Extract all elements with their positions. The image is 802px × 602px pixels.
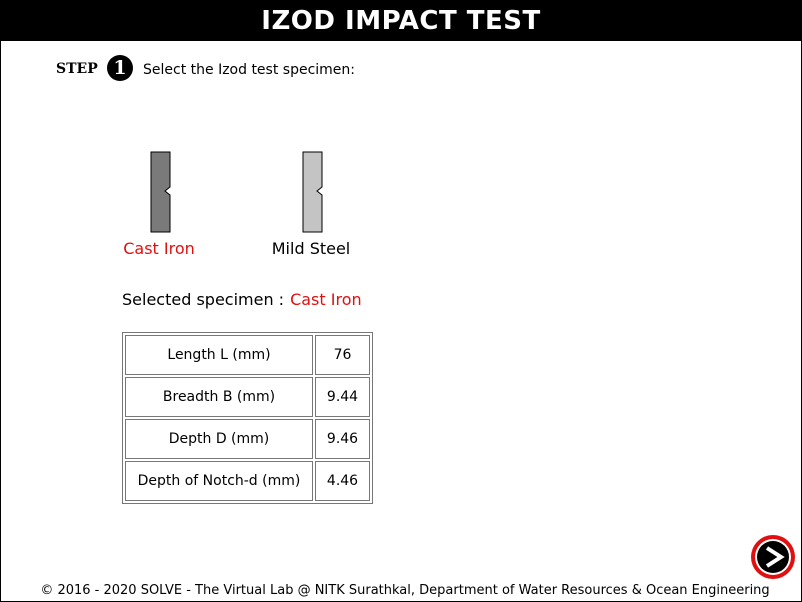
step-instruction: Select the Izod test specimen: xyxy=(143,62,356,78)
table-row: Depth D (mm) 9.46 xyxy=(125,419,370,459)
mild-steel-specimen-icon xyxy=(302,151,323,233)
specimen-label-cast-iron: Cast Iron xyxy=(123,239,195,258)
step-label: STEP xyxy=(56,61,98,77)
dimension-value: 4.46 xyxy=(315,461,370,501)
specimen-mild-steel[interactable]: Mild Steel xyxy=(256,151,366,263)
dimensions-table: Length L (mm) 76 Breadth B (mm) 9.44 Dep… xyxy=(122,332,373,504)
dimension-value: 9.46 xyxy=(315,419,370,459)
dimension-value: 9.44 xyxy=(315,377,370,417)
page-title: IZOD IMPACT TEST xyxy=(1,1,801,41)
arrow-right-icon xyxy=(765,546,785,568)
cast-iron-specimen-icon xyxy=(150,151,171,233)
selected-specimen-label: Selected specimen : xyxy=(122,290,285,309)
footer-copyright: © 2016 - 2020 SOLVE - The Virtual Lab @ … xyxy=(40,583,770,598)
selected-specimen-row: Selected specimen : Cast Iron xyxy=(122,290,362,309)
step-number-badge: 1 xyxy=(107,55,133,81)
specimen-cast-iron[interactable]: Cast Iron xyxy=(104,151,214,263)
next-button[interactable] xyxy=(751,535,795,579)
selected-specimen-value: Cast Iron xyxy=(290,290,362,309)
table-row: Length L (mm) 76 xyxy=(125,335,370,375)
dimension-name: Depth of Notch-d (mm) xyxy=(125,461,313,501)
dimension-name: Breadth B (mm) xyxy=(125,377,313,417)
specimen-label-mild-steel: Mild Steel xyxy=(271,239,351,258)
table-row: Depth of Notch-d (mm) 4.46 xyxy=(125,461,370,501)
dimension-name: Depth D (mm) xyxy=(125,419,313,459)
dimension-value: 76 xyxy=(315,335,370,375)
dimension-name: Length L (mm) xyxy=(125,335,313,375)
table-row: Breadth B (mm) 9.44 xyxy=(125,377,370,417)
